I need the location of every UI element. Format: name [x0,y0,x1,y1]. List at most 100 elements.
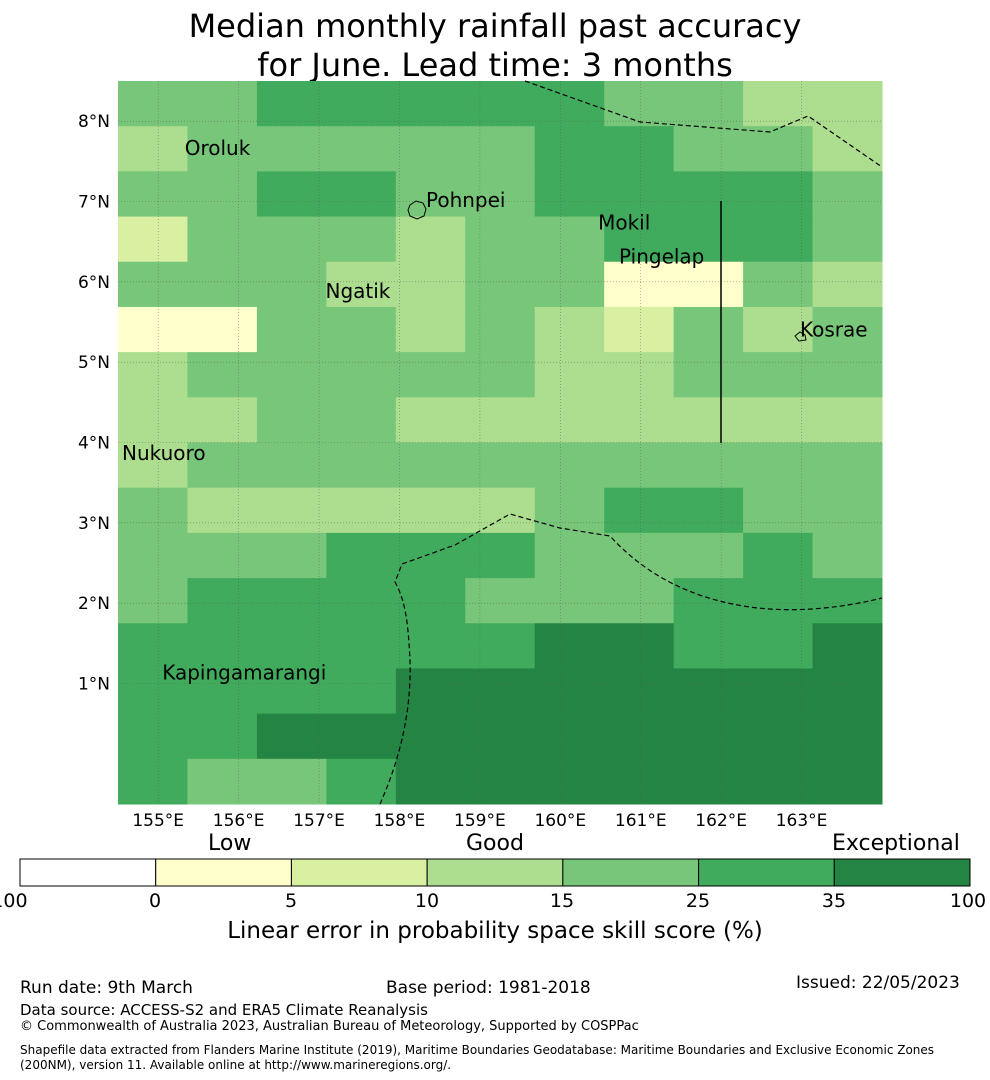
axis-ticks: 155°E 156°E 157°E 158°E 159°E 160°E 161°E 162°E… [78,112,827,831]
skill-cell [395,623,466,669]
longitude-tick-label: 156°E [213,811,265,831]
skill-cell [326,532,397,579]
skill-cell [326,126,397,172]
skill-cell [673,261,744,308]
skill-cell [118,126,188,172]
skill-cell [187,126,258,172]
data-source: Data source: ACCESS-S2 and ERA5 Climate … [20,1001,428,1019]
skill-cell [256,713,327,760]
skill-cell [187,713,258,760]
skill-cell [673,126,744,172]
pohnpei-island-outline [407,200,427,220]
colorbar-segment [833,858,971,887]
skill-cell [812,668,883,715]
skill-cell [395,487,466,534]
skill-cell [534,668,605,715]
skill-cell [673,352,744,398]
longitude-tick-label: 163°E [776,811,828,831]
skill-cell [465,442,536,489]
skill-cell [604,261,675,308]
skill-cell [812,261,883,308]
skill-cell [256,216,327,263]
skill-cell [743,81,814,127]
skill-cell [812,397,883,443]
skill-cell [395,81,466,127]
latitude-tick-label: 2°N [78,594,110,614]
skill-cell [326,397,397,443]
skill-cell [812,306,883,353]
skill-cell [187,442,258,489]
skill-cell [187,668,258,715]
skill-cell [118,306,188,353]
skill-cell [812,713,883,760]
colorbar-segment [562,858,700,887]
place-label: Pohnpei [426,188,506,212]
kosrae-island-outline [794,331,807,342]
latitude-tick-label: 6°N [78,273,110,293]
skill-cell [604,126,675,172]
skill-cell [812,758,883,805]
skill-cell [604,216,675,263]
skill-cell [604,668,675,715]
skill-cell [465,578,536,624]
skill-cell [395,397,466,443]
skill-cell [743,713,814,760]
colorbar-segment [290,858,428,887]
colorbar-segment [155,858,292,887]
skill-cell [256,81,327,127]
skill-cell [673,758,744,805]
skill-cell [326,216,397,263]
skill-cell [187,758,258,805]
skill-cell [465,352,536,398]
skill-cell [187,81,258,127]
longitude-tick-label: 155°E [132,811,184,831]
skill-cell [326,668,397,715]
skill-cell [673,442,744,489]
skill-cell [604,81,675,127]
skill-cell [465,261,536,308]
map-title-line-1: Median monthly rainfall past accuracy [188,7,802,45]
place-label: Nukuoro [122,441,206,465]
skill-cell [604,623,675,669]
skill-cell [118,668,188,715]
colorbar-tick: 0 [148,890,162,912]
eez-boundary-north [524,80,883,168]
skill-grid [118,81,883,805]
colorbar-good-label: Good [466,831,524,856]
skill-cell [465,623,536,669]
latitude-tick-label: 1°N [78,675,110,695]
skill-cell [187,487,258,534]
skill-cell [534,171,605,218]
place-label: Kosrae [800,317,868,341]
skill-cell [812,216,883,263]
skill-cell [812,81,883,127]
colorbar-tick: 10 [414,890,440,912]
latitude-tick-label: 5°N [78,353,110,373]
skill-cell [395,306,466,353]
skill-cell [118,758,188,805]
skill-cell [743,171,814,218]
skill-cell [326,758,397,805]
skill-cell [534,261,605,308]
copyright: © Commonwealth of Australia 2023, Austra… [20,1019,639,1034]
skill-cell [326,81,397,127]
skill-cell [604,306,675,353]
longitude-tick-label: 159°E [454,811,506,831]
longitude-tick-label: 162°E [695,811,747,831]
skill-cell [256,126,327,172]
skill-cell [534,713,605,760]
skill-cell [534,532,605,579]
skill-cell [673,216,744,263]
skill-cell [395,261,466,308]
skill-cell [534,442,605,489]
skill-cell [534,216,605,263]
skill-cell [118,397,188,443]
colorbar-tick: 35 [821,890,847,912]
colorbar-low-label: Low [208,831,252,856]
place-label: Ngatik [325,279,390,303]
skill-cell [673,487,744,534]
skill-cell [673,171,744,218]
colorbar-segment [19,858,157,887]
eez-boundaries [379,80,883,805]
